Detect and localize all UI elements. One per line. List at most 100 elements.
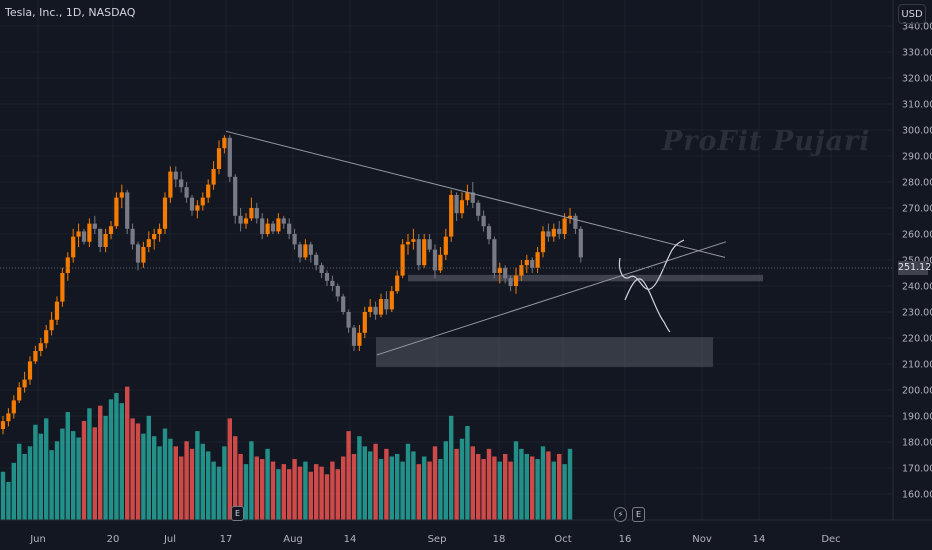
symbol-title[interactable]: Tesla, Inc., 1D, NASDAQ [5,6,136,19]
candle [449,189,454,242]
volume-bar [416,464,421,520]
price-tick-label: 290.00 [902,152,932,163]
time-axis[interactable]: Jun 20 Jul 17 Aug 14 Sep 18 Oct 16 Nov 14 Dec [29,534,840,545]
price-tick-label: 160.00 [902,490,932,501]
volume-bar [49,450,54,520]
volume-bar [422,456,427,520]
candle-body [17,387,22,401]
volume-bar [65,412,70,520]
price-tick-label: 200.00 [902,386,932,397]
candle [17,382,22,403]
candle [184,182,189,203]
upper-trendline [225,130,726,258]
candle [211,161,216,190]
candle-body [508,278,513,286]
candle [162,192,168,234]
candle-body [513,275,519,286]
volume-bar [508,461,513,520]
candle [65,252,70,281]
volume-bar [378,459,384,520]
volume-bar [314,464,319,520]
candle-body [0,421,6,429]
candle-body [476,202,481,216]
candle-body [557,228,562,234]
volume-bar [260,459,265,520]
time-tick-label: 16 [619,534,632,545]
candle-body [319,265,324,273]
candle-body [481,215,486,227]
candle-body [459,200,465,214]
candle-body [297,244,303,258]
volume-bar [33,424,38,520]
candle-body [152,234,157,240]
volume-bar [389,456,394,520]
support-zone [408,274,763,282]
candle-body [49,319,54,331]
candle [98,228,103,253]
candle-body [276,218,281,232]
volume-bar [557,453,562,520]
volume-bar [562,464,567,520]
candle [378,293,384,318]
volume-bar [373,443,378,520]
volume-bar [44,418,49,520]
volume-bar [114,393,119,520]
candle-body [71,236,76,258]
candle [125,189,130,234]
candle [567,208,573,224]
volume-bar [162,428,168,520]
volume-bar [465,426,470,520]
candle-body [308,244,313,255]
price-tick-label: 270.00 [902,204,932,215]
candle-body [200,197,205,206]
candle-body [65,257,70,273]
candle-body [567,215,573,219]
candle [351,325,357,351]
candle [108,221,114,240]
lightning-icon[interactable]: ⚡ [614,507,627,522]
volume-bar [503,453,508,520]
volume-bar [395,453,400,520]
volume-bar [254,456,259,520]
candlesticks [0,135,583,435]
candle-body [249,208,254,219]
projection-curve-down [624,278,671,333]
time-tick-label: Oct [554,534,571,545]
candle-body [184,187,189,198]
candle-body [362,312,367,333]
candle [508,275,513,292]
volume-bar [27,446,33,520]
candle-body [373,306,378,315]
price-axis[interactable]: 160.00 170.00 180.00 190.00 200.00 210.00 220.… [902,22,932,501]
currency-button[interactable]: USD [898,4,926,24]
price-tick-label: 260.00 [902,230,932,241]
drawn-trendlines [225,130,727,356]
time-tick-label: 20 [107,534,120,545]
candle [357,325,362,351]
candle [11,395,16,419]
candle-body [378,299,384,315]
candle-body [405,241,411,245]
earnings-icon[interactable]: E [231,506,244,521]
candle-body [346,312,351,328]
candle [249,197,254,221]
volume-bar [405,443,411,520]
candle [71,228,76,263]
candle-body [222,137,227,149]
volume-bar [146,415,151,520]
volume-bar [71,431,76,520]
candle [206,179,211,203]
candle [27,356,33,385]
volume-bar [362,446,367,520]
volume-bar [546,451,551,520]
candle-body [573,215,578,229]
candle [114,192,119,229]
earnings-icon[interactable]: E [632,507,645,522]
time-tick-label: 18 [493,534,506,545]
candle-body [578,228,583,258]
candle-body [130,228,135,245]
candle [87,218,92,247]
candle-body [87,223,92,242]
